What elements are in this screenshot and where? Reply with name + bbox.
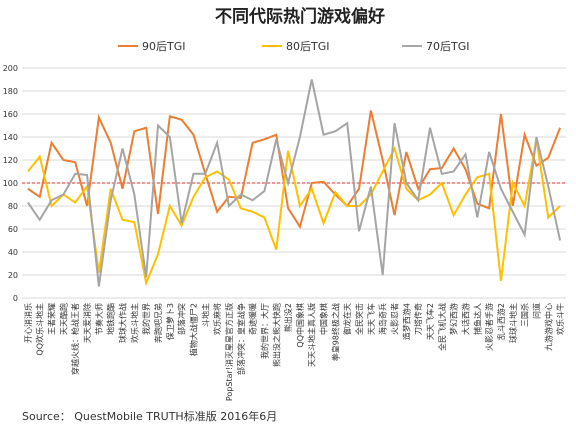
y-tick-label: 180 [3, 87, 18, 96]
x-tick-label: 天天酷跑 [58, 303, 68, 335]
x-tick-label: 部落冲突 [177, 303, 187, 335]
y-tick-label: 40 [8, 248, 18, 257]
x-tick-label: 斗地主 [200, 303, 210, 327]
x-tick-label: QQ中国象棋 [295, 303, 305, 348]
series-line [27, 79, 562, 287]
y-tick-label: 200 [3, 64, 18, 73]
y-tick-label: 60 [8, 225, 18, 234]
x-tick-label: 植物大战僵尸2 [188, 303, 198, 356]
y-tick-label: 120 [3, 156, 18, 165]
x-tick-label: 拳皇98终极之战 [330, 303, 340, 361]
x-tick-label: 奔跑吧兄弟 [153, 303, 163, 343]
x-tick-label: 节奏大师 [94, 303, 104, 335]
chart-title: 不同代际热门游戏偏好 [215, 6, 385, 27]
x-tick-label: 捕鱼达人 [472, 303, 482, 335]
x-tick-label: 大话西游 [460, 303, 470, 335]
x-tick-label: 刀塔传奇 [413, 303, 423, 335]
x-tick-label: 球球大作战 [118, 303, 128, 343]
x-tick-label: 御龙在天 [342, 303, 352, 335]
y-tick-label: 20 [8, 271, 18, 280]
x-tick-label: 乱斗西游2 [496, 303, 506, 340]
y-tick-label: 0 [13, 294, 18, 303]
x-tick-label: 欢乐斗地主 [129, 303, 139, 343]
x-tick-label: 火影忍者 [390, 303, 400, 335]
x-tick-label: 全民突击 [354, 303, 364, 335]
x-tick-label: 全民飞机大战 [437, 303, 447, 351]
legend-label: 80后TGI [286, 40, 329, 53]
y-tick-label: 160 [3, 110, 18, 119]
x-tick-label: 造梦西游4 [401, 303, 411, 340]
source: Source： QuestMobile TRUTH标准版 2016年6月 [22, 409, 277, 423]
x-tick-label: 地铁跑酷 [106, 303, 116, 335]
x-tick-label: 穿越火线：枪战王者 [70, 303, 80, 375]
x-tick-label: 部落冲突：皇室战争 [236, 303, 246, 375]
legend-label: 70后TGI [426, 40, 469, 53]
x-tick-label: 问道 [531, 303, 541, 319]
x-tick-label: 天天爱消除 [82, 303, 92, 343]
x-tick-label: 火影忍者手游 [484, 303, 494, 351]
x-tick-label: 九游游戏中心 [543, 303, 553, 351]
y-tick-label: 140 [3, 133, 18, 142]
x-tick-label: 球球斗地主 [508, 303, 518, 343]
x-tick-label: 天天斗地主真人版 [307, 303, 317, 367]
x-tick-label: 天天飞车 [366, 303, 376, 335]
x-tick-label: 中国象棋 [319, 303, 329, 335]
x-tick-label: 我的世界 [141, 303, 151, 335]
x-tick-label: 三国杀 [520, 303, 530, 327]
x-tick-label: 天天飞车2 [425, 303, 435, 340]
x-tick-label: 王者荣耀 [47, 303, 57, 335]
x-tick-label: 熊出没2 [283, 303, 293, 332]
x-tick-label: 欢乐斗牛 [555, 303, 565, 335]
x-tick-label: 保卫萝卜3 [165, 303, 175, 340]
legend-label: 90后TGI [142, 40, 185, 53]
x-tick-label: 奇迹暖暖 [248, 303, 258, 335]
x-tick-label: QQ欢乐斗地主 [35, 303, 45, 356]
x-tick-label: 梦幻西游 [449, 303, 459, 335]
x-tick-label: PopStar!消灭星星官方正版 [224, 303, 234, 401]
x-tick-label: 海岛奇兵 [378, 303, 388, 335]
x-tick-label: 我的世界：大厅 [259, 303, 269, 359]
x-tick-label: 熊出没之熊大快跑 [271, 303, 281, 367]
y-tick-label: 100 [3, 179, 18, 188]
x-tick-label: 欢乐麻将 [212, 303, 222, 335]
x-tick-label: 开心消消乐 [23, 303, 33, 343]
y-tick-label: 80 [8, 202, 18, 211]
